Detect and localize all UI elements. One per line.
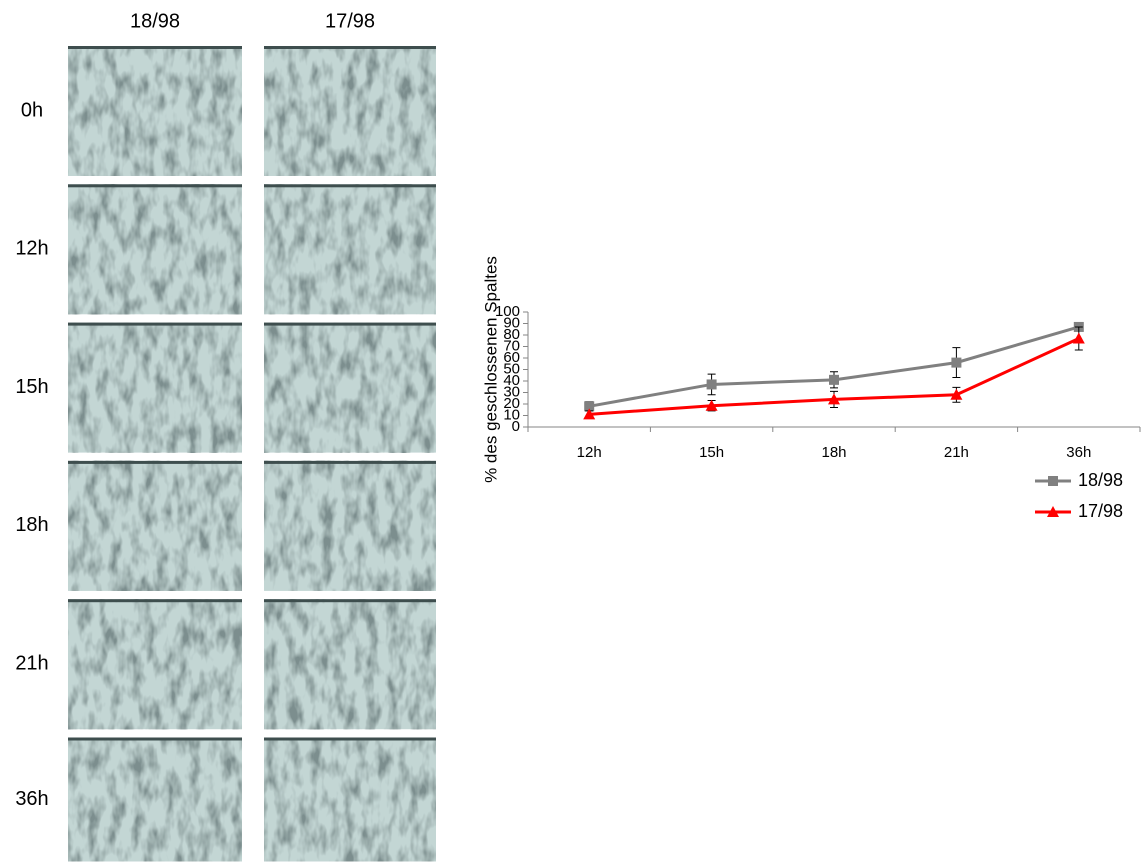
x-tick-label: 12h [577,444,602,461]
figure: 18/9817/980h12h15h18h21h36h 010203040506… [0,0,1147,863]
micrograph-edge [264,323,436,326]
legend-label: 18/98 [1078,470,1123,490]
row-label: 21h [15,652,48,674]
data-point [829,375,839,385]
column-label: 17/98 [325,10,375,32]
x-tick-label: 15h [699,444,724,461]
micrograph [68,184,242,314]
micrograph [68,738,242,862]
x-tick-label: 36h [1066,444,1091,461]
micrograph-edge [264,184,436,187]
micrograph-edge [68,461,242,464]
micrograph-edge [68,184,242,187]
data-point [707,379,717,389]
micrograph-edge [68,46,242,49]
x-tick-label: 18h [821,444,846,461]
y-axis-label: % des geschlossenen Spaltes [481,256,500,483]
legend-label: 17/98 [1078,501,1123,521]
micrograph [68,323,242,453]
micrograph-edge [68,599,242,602]
data-point [951,358,961,368]
micrograph [68,461,242,591]
micrograph [68,46,242,176]
micrograph-edge [264,599,436,602]
micrograph-edge [264,738,436,741]
row-label: 36h [15,788,48,810]
row-label: 0h [21,99,43,121]
legend-marker [1048,476,1058,486]
row-label: 12h [15,238,48,260]
micrograph-edge [68,738,242,741]
image-grid: 18/98 17/98 0h 12h 15h 18h 21h 36h [15,10,436,861]
micrograph [264,46,436,176]
micrograph [264,184,436,314]
row-label: 18h [15,514,48,536]
column-label: 18/98 [130,10,180,32]
micrograph [264,323,436,453]
micrograph-edge [264,461,436,464]
micrograph-edge [264,46,436,49]
micrograph [264,738,436,862]
micrograph [264,599,436,729]
micrograph-edge [68,323,242,326]
micrograph [264,461,436,591]
x-tick-label: 21h [944,444,969,461]
row-label: 15h [15,376,48,398]
data-point [1073,332,1085,343]
micrograph [68,599,242,729]
